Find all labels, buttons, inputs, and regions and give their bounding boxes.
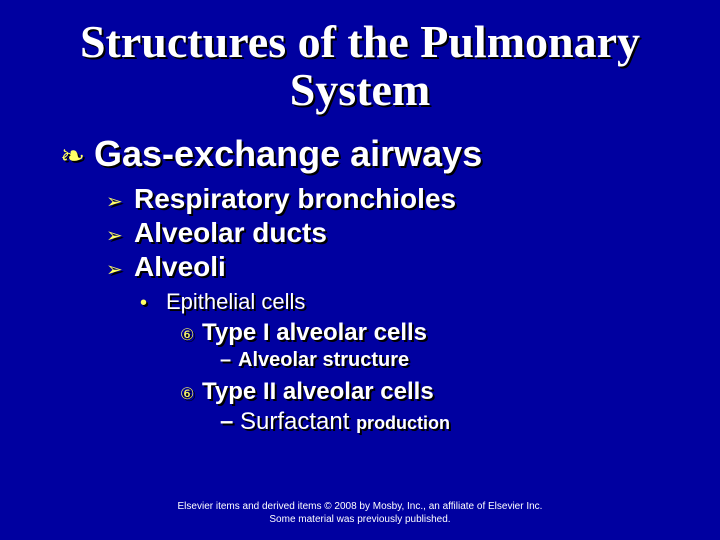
l2-text: Alveolar ducts [134, 217, 680, 249]
l5b-text: Surfactant production [240, 408, 680, 436]
l4-text: Type I alveolar cells [202, 319, 680, 347]
l4-text: Type II alveolar cells [202, 378, 680, 406]
dash-icon: – [220, 408, 240, 436]
bullet-l5: – Alveolar structure [220, 349, 680, 372]
l2-text: Respiratory bronchioles [134, 183, 680, 215]
arrow-icon: ➢ [106, 189, 134, 214]
bullet-l1: ❧ Gas-exchange airways [60, 133, 680, 175]
footer-line-1: Elsevier items and derived items © 2008 … [0, 501, 720, 514]
slide-title: Structures of the Pulmonary System [40, 18, 680, 115]
arrow-icon: ➢ [106, 257, 134, 282]
bullet-l4: ⑥ Type I alveolar cells [180, 319, 680, 347]
bullet-l2: ➢ Alveolar ducts [106, 217, 680, 249]
l2-text: Alveoli [134, 251, 680, 283]
arrow-icon: ➢ [106, 223, 134, 248]
dot-icon: • [140, 293, 166, 313]
l5b-main: Surfactant [240, 408, 356, 435]
dash-icon: – [220, 349, 238, 372]
slide: Structures of the Pulmonary System ❧ Gas… [0, 0, 720, 540]
bullet-l2: ➢ Alveoli [106, 251, 680, 283]
bullet-l3: • Epithelial cells [140, 289, 680, 315]
l3-text: Epithelial cells [166, 289, 680, 315]
circled-number-icon: ⑥ [180, 328, 202, 343]
bullet-l2: ➢ Respiratory bronchioles [106, 183, 680, 215]
footer-line-2: Some material was previously published. [0, 514, 720, 527]
bullet-l5: – Surfactant production [220, 408, 680, 436]
flourish-icon: ❧ [60, 139, 94, 174]
l1-text: Gas-exchange airways [94, 133, 680, 175]
l5-text: Alveolar structure [238, 349, 680, 372]
circled-number-icon: ⑥ [180, 387, 202, 402]
l5b-small: production [356, 413, 450, 433]
footer: Elsevier items and derived items © 2008 … [0, 501, 720, 526]
bullet-l4: ⑥ Type II alveolar cells [180, 378, 680, 406]
